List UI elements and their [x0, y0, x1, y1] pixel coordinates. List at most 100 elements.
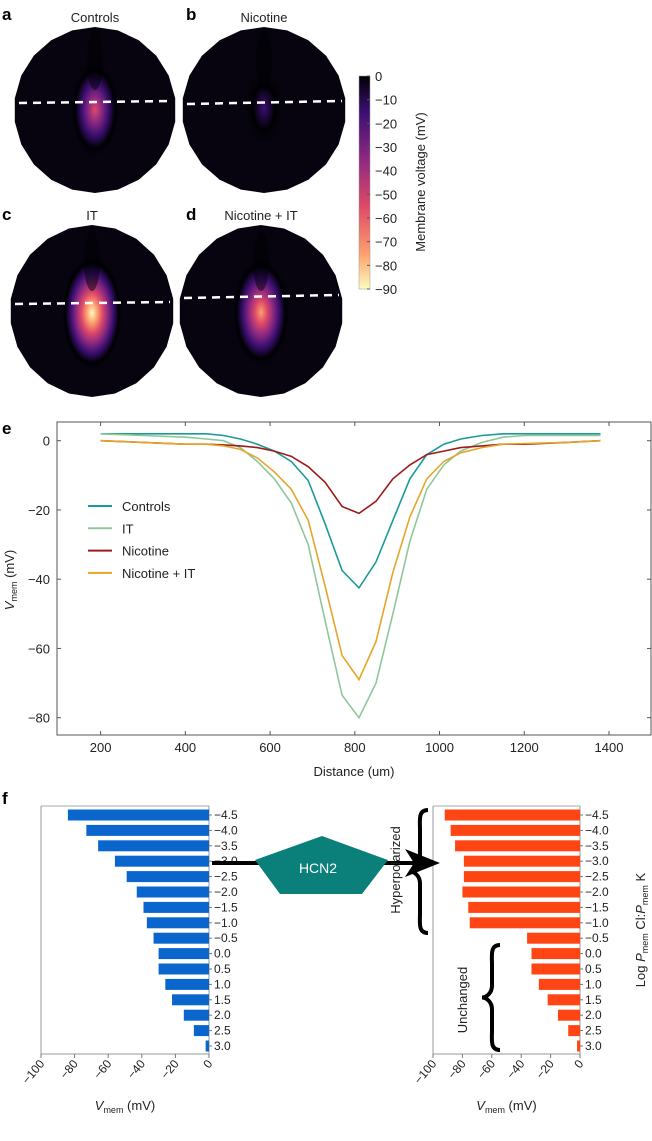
x-axis-label: Distance (um) [314, 764, 395, 779]
panel-title: Controls [71, 10, 120, 25]
bar [463, 871, 580, 883]
bar [568, 1025, 580, 1037]
bar-charts-panel-f: f−4.5−4.0−3.5−3.0−2.5−2.0−1.5−1.0−0.50.0… [2, 789, 650, 1115]
y-tick-label: 0.5 [214, 962, 231, 976]
colorbar-tick-label: −20 [375, 116, 397, 131]
bar [468, 901, 580, 913]
dashed-profile-line [14, 300, 171, 306]
bar [531, 948, 580, 960]
y-tick-label: 3.0 [214, 1039, 231, 1053]
bar [153, 932, 209, 944]
x-tick-label: 0 [200, 1057, 215, 1071]
y-axis-label-unit: (mV) [2, 550, 17, 582]
x-axis-label-unit: (mV) [123, 1098, 155, 1113]
colorbar-tick-label: −30 [375, 140, 397, 155]
unchanged-label: Unchanged [455, 967, 470, 1034]
colorbar-tick-label: −60 [375, 211, 397, 226]
upper-streak [253, 231, 269, 291]
y-axis-label-sub: mem [9, 582, 19, 602]
plot-frame [56, 421, 652, 736]
bar [527, 932, 580, 944]
y-tick-label: −60 [28, 641, 50, 656]
heatmap-panel-b: b Nicotine [182, 5, 346, 193]
bar [577, 1040, 580, 1052]
y-tick-label: 0.5 [585, 962, 602, 976]
depolarization-spot [242, 63, 286, 152]
y-tick-label: 0.0 [214, 947, 231, 961]
y-tick-label: 1.5 [214, 993, 231, 1007]
y-tick-label: −3.5 [585, 839, 609, 853]
y-tick-label: −40 [28, 572, 50, 587]
colorbar-tick-label: −50 [375, 187, 397, 202]
y-tick-label: −3.0 [585, 854, 609, 868]
hyperpolarized-brace [409, 808, 429, 935]
panel-letter: e [2, 419, 11, 438]
legend-label: Controls [122, 499, 171, 514]
panel-letter: c [2, 205, 11, 224]
y-tick-label: −2.5 [585, 870, 609, 884]
hyperpolarized-label: Hyperpolarized [388, 826, 403, 913]
panel-letter: b [186, 5, 196, 24]
panel-letter: f [2, 789, 8, 808]
x-axis-label-sub: mem [485, 1105, 505, 1115]
y-tick-label: 2.5 [214, 1024, 231, 1038]
y-tick-label: −2.5 [214, 870, 238, 884]
legend-label: Nicotine + IT [122, 566, 195, 581]
upper-streak [84, 231, 100, 291]
depolarization-spot [230, 254, 292, 370]
colorbar: 0 −10 −20 −30 −40 −50 −60 −70 −80 −90 Membrane vol… [358, 69, 428, 297]
colorbar-scale [358, 75, 371, 290]
y-tick-label: −0.5 [585, 931, 609, 945]
heatmap-panels: a Controls b Nicotine c IT d Nicotine + IT [2, 5, 346, 397]
hcn2-transform-arrow: HCN2 [212, 836, 440, 894]
x-tick-label: −20 [158, 1057, 182, 1082]
bar [193, 1025, 209, 1037]
y-tick-label: 0 [43, 434, 50, 449]
y-tick-label: −4.5 [214, 808, 238, 822]
x-tick-label: −40 [124, 1057, 148, 1082]
y-tick-label: 2.0 [214, 1008, 231, 1022]
y-tick-label: −1.0 [214, 916, 238, 930]
x-tick-label: 0 [571, 1057, 586, 1071]
x-tick-label: −80 [445, 1057, 469, 1082]
x-tick-label: 400 [174, 740, 196, 755]
y-axis-label-main: V [2, 600, 17, 610]
series-line-nicotine-it [100, 439, 601, 682]
x-tick-label: 1200 [510, 740, 539, 755]
colorbar-tick-label: 0 [375, 69, 382, 84]
bar [557, 1009, 580, 1021]
heatmap-panel-a: a Controls [2, 5, 176, 193]
bar-chart-left: −4.5−4.0−3.5−3.0−2.5−2.0−1.5−1.0−0.50.00… [19, 805, 238, 1115]
colorbar-tick-label: −80 [375, 258, 397, 273]
y-tick-label: −1.5 [585, 900, 609, 914]
x-axis-label: Vmem (mV) [95, 1098, 155, 1115]
bar [463, 855, 580, 867]
series-line-controls [100, 433, 601, 590]
bar [114, 855, 209, 867]
x-tick-label: 1400 [595, 740, 624, 755]
colorbar-tick-label: −40 [375, 164, 397, 179]
x-tick-label: −100 [19, 1057, 47, 1087]
series-line-nicotine [100, 439, 601, 515]
panel-letter: a [2, 5, 12, 24]
legend-label: IT [122, 521, 134, 536]
x-axis-label-sub: mem [103, 1105, 123, 1115]
y-tick-label: 3.0 [585, 1039, 602, 1053]
x-tick-label: −60 [474, 1057, 498, 1082]
dashed-profile-line [183, 293, 340, 300]
series-line-it [100, 433, 601, 720]
bar [67, 809, 209, 821]
y-tick-label: −20 [28, 503, 50, 518]
upper-streak [256, 30, 272, 90]
y-tick-label: 1.0 [585, 977, 602, 991]
colorbar-tick-label: −90 [375, 282, 397, 297]
x-tick-label: 800 [344, 740, 366, 755]
bar [205, 1040, 209, 1052]
colorbar-label: Membrane voltage (mV) [413, 112, 428, 251]
bar [143, 901, 209, 913]
x-axis-label-main: V [95, 1098, 105, 1113]
legend-label: Nicotine [122, 544, 169, 559]
upper-streak [87, 30, 103, 90]
depolarization-spot [60, 253, 124, 373]
